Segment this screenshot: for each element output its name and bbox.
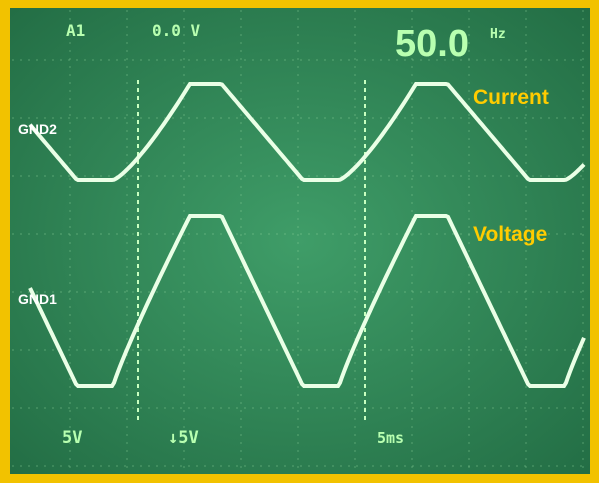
trace-label: Current [473, 86, 549, 109]
ground-label: GND2 [18, 121, 57, 137]
grid [12, 10, 588, 472]
timebase: 5ms [377, 429, 404, 447]
channel: A1 [66, 21, 85, 40]
frequency: 50.0 [395, 23, 469, 65]
ground-label: GND1 [18, 291, 57, 307]
frequency-unit: Hz [490, 27, 506, 42]
voltage-trace [28, 214, 586, 388]
current-trace [28, 82, 586, 182]
offset: 0.0 V [152, 21, 201, 40]
trace-label: Voltage [473, 223, 547, 246]
ch2-scale: ↓5V [168, 428, 199, 448]
screen [10, 8, 590, 474]
ch1-scale: 5V [62, 428, 82, 448]
